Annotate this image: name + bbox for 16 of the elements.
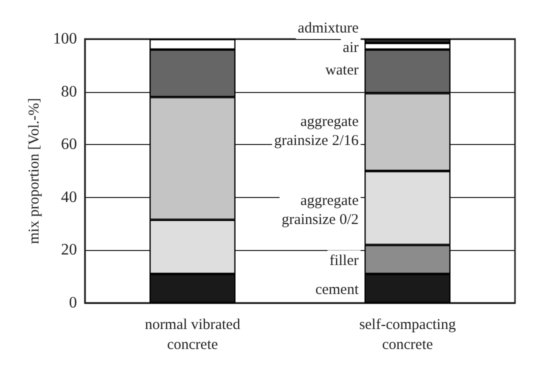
series-label: air [342,40,359,56]
y-tick-label: 20 [61,242,77,259]
y-axis-title: mix proportion [Vol.-%] [26,98,43,244]
x-tick-label: normal vibrated concrete [144,317,241,353]
y-tick-label: 60 [61,136,77,154]
x-tick-label: self-compacting concrete [359,317,456,353]
series-label: aggregate grainsize 2/16 [274,114,360,149]
y-tick-label: 100 [53,30,77,48]
series-label: filler [329,252,359,269]
series-label: aggregate grainsize 0/2 [282,193,359,228]
series-label: water [325,62,359,79]
series-label: admixture [298,20,359,36]
y-tick-label: 40 [61,188,77,206]
series-label: cement [315,282,360,298]
y-tick-label: 80 [61,83,77,100]
y-tick-label: 0 [69,294,77,312]
